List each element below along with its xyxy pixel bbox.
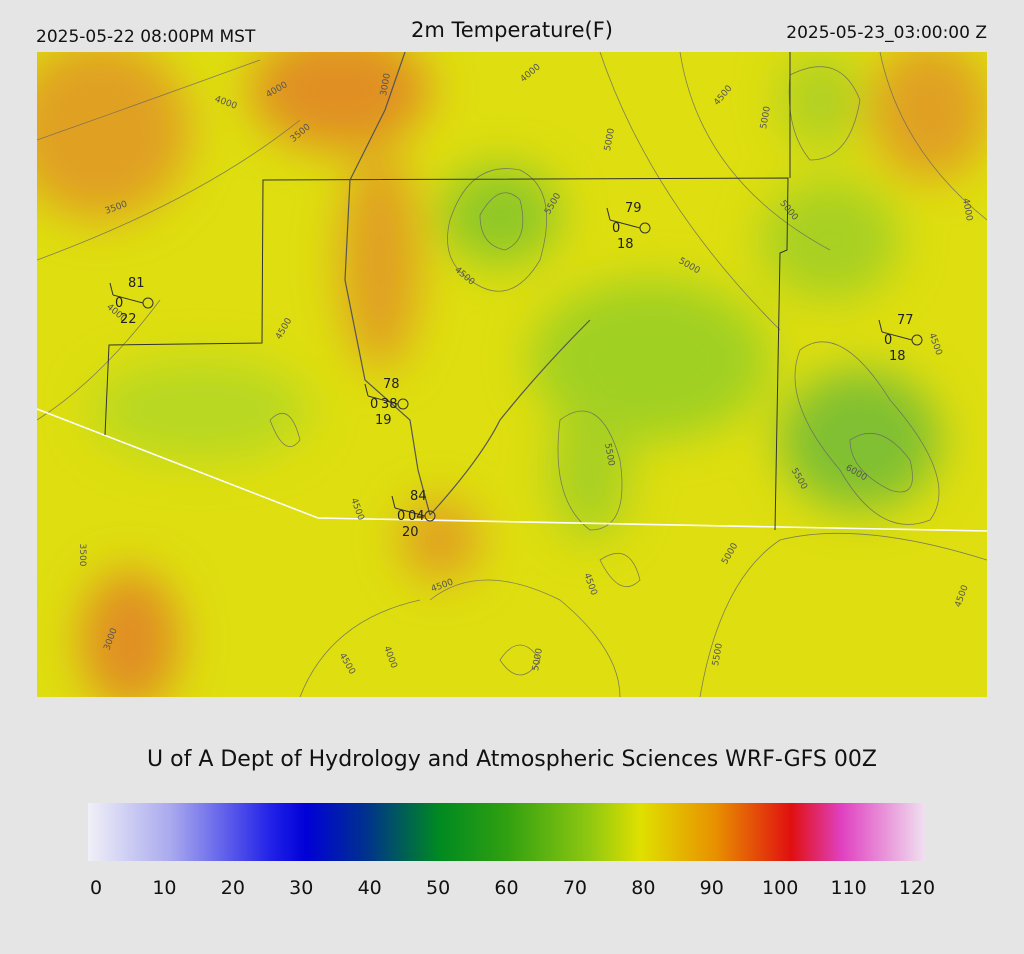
station-code: 0	[397, 509, 405, 524]
colorbar-tick-label: 120	[899, 877, 935, 899]
colorbar-tick-label: 30	[289, 877, 313, 899]
wind-barb	[606, 207, 611, 221]
colorbar-tick-label: 40	[358, 877, 382, 899]
colorbar-tick-label: 100	[762, 877, 798, 899]
colorbar-tick-label: 20	[221, 877, 245, 899]
contour-label: 4000	[960, 198, 974, 223]
station-code: 0	[612, 221, 620, 236]
station-code: 0	[370, 397, 378, 412]
wind-barb	[109, 282, 114, 296]
contour-label: 5000	[603, 127, 617, 152]
wind-barb	[367, 395, 399, 405]
temperature: 81	[128, 276, 145, 291]
contour-label: 5500	[602, 443, 616, 468]
temperature: 79	[625, 201, 642, 216]
dewpoint: 18	[889, 349, 906, 364]
wind-barb	[881, 331, 913, 341]
wind-barb	[112, 294, 144, 304]
contour-label: 5500	[711, 642, 725, 667]
temperature: 77	[897, 313, 914, 328]
colorbar	[88, 803, 925, 861]
dewpoint: 18	[617, 237, 634, 252]
colorbar-tick-label: 50	[426, 877, 450, 899]
temperature: 84	[410, 489, 427, 504]
dewpoint: 22	[120, 312, 137, 327]
wind-barb	[364, 383, 369, 397]
colorbar-tick-label: 10	[152, 877, 176, 899]
dewpoint: 20	[402, 525, 419, 540]
station-extra: 04	[408, 509, 425, 524]
wind-barb	[609, 219, 641, 229]
colorbar-tick-label: 110	[830, 877, 866, 899]
colorbar-tick-label: 0	[90, 877, 102, 899]
valid-utc: 2025-05-23_03:00:00 Z	[786, 23, 987, 43]
station-code: 0	[115, 296, 123, 311]
wind-barb	[394, 507, 426, 517]
credit: U of A Dept of Hydrology and Atmospheric…	[147, 747, 877, 772]
station-extra: 38	[381, 397, 398, 412]
colorbar-tick-label: 70	[563, 877, 587, 899]
wind-barb	[391, 495, 396, 509]
contour-label: 5000	[531, 647, 545, 672]
temperature: 78	[383, 377, 400, 392]
station-code: 0	[884, 333, 892, 348]
contour-label: 3500	[77, 544, 87, 567]
map-title: 2m Temperature(F)	[411, 18, 613, 42]
wind-barb	[878, 319, 883, 333]
contour-label: 5000	[759, 105, 773, 130]
colorbar-tick-label: 90	[700, 877, 724, 899]
dewpoint: 19	[375, 413, 392, 428]
contour-label: 3000	[379, 72, 393, 97]
valid-local: 2025-05-22 08:00PM MST	[36, 27, 256, 47]
colorbar-tick-label: 80	[631, 877, 655, 899]
colorbar-tick-label: 60	[494, 877, 518, 899]
